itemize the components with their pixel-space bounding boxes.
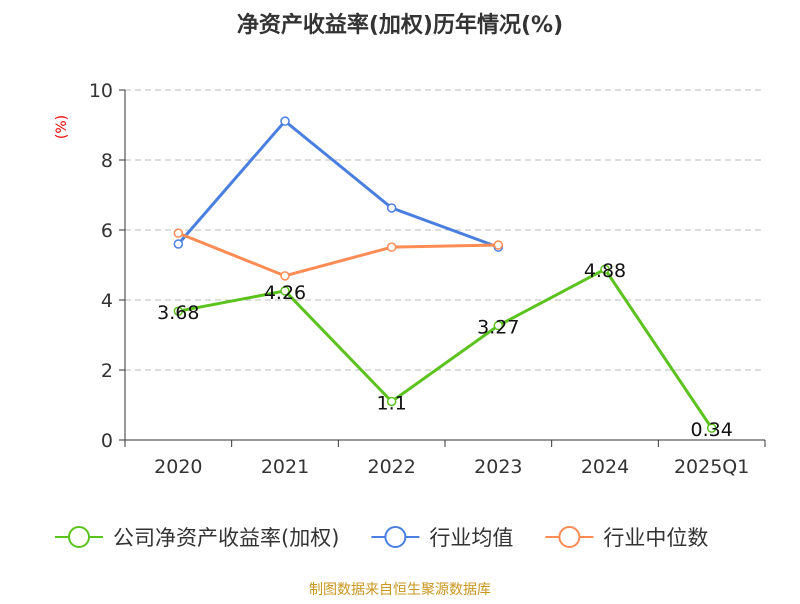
data-point[interactable] — [493, 240, 504, 250]
data-point[interactable] — [280, 116, 290, 126]
data-point[interactable] — [386, 396, 397, 407]
y-tick-label: 6 — [101, 220, 113, 242]
legend-label[interactable]: 公司净资产收益率(加权) — [113, 526, 339, 550]
data-point[interactable] — [706, 423, 717, 433]
y-tick-label: 2 — [101, 360, 113, 382]
y-axis-label: (%) — [54, 115, 70, 139]
x-tick-label: 2021 — [261, 456, 309, 478]
data-label: 4.26 — [264, 282, 306, 304]
data-point[interactable] — [600, 264, 610, 274]
series-line — [177, 119, 499, 249]
data-label: 3.68 — [157, 302, 199, 324]
source-note: 制图数据来自恒生聚源数据库 — [309, 582, 491, 598]
data-point[interactable] — [280, 271, 290, 281]
data-point[interactable] — [386, 242, 397, 252]
x-tick-label: 2024 — [581, 456, 629, 478]
data-point[interactable] — [173, 239, 184, 249]
y-tick-label: 4 — [101, 290, 113, 312]
legend-marker[interactable] — [558, 526, 581, 548]
y-tick-label: 10 — [89, 80, 113, 102]
legend-label[interactable]: 行业中位数 — [603, 526, 708, 550]
legend-label[interactable]: 行业均值 — [429, 526, 513, 550]
data-point[interactable] — [493, 320, 504, 331]
legend-marker[interactable] — [384, 526, 407, 548]
series-line — [177, 231, 499, 278]
data-point[interactable] — [173, 306, 184, 316]
data-point[interactable] — [280, 286, 290, 296]
legend-marker[interactable] — [68, 526, 90, 548]
x-tick-label: 2022 — [367, 456, 415, 478]
x-tick-label: 2020 — [154, 456, 202, 478]
y-tick-label: 0 — [101, 430, 113, 452]
x-tick-label: 2023 — [474, 456, 522, 478]
series-line — [178, 267, 713, 429]
data-label: 0.34 — [691, 419, 733, 441]
data-label: 4.88 — [584, 260, 626, 282]
data-point[interactable] — [386, 203, 397, 213]
x-tick-label: 2025Q1 — [674, 456, 749, 478]
chart-title: 净资产收益率(加权)历年情况(%) — [237, 12, 563, 38]
y-tick-label: 8 — [101, 150, 113, 172]
data-label: 1.1 — [377, 393, 407, 415]
data-label: 3.27 — [477, 317, 519, 339]
data-point[interactable] — [173, 228, 184, 238]
